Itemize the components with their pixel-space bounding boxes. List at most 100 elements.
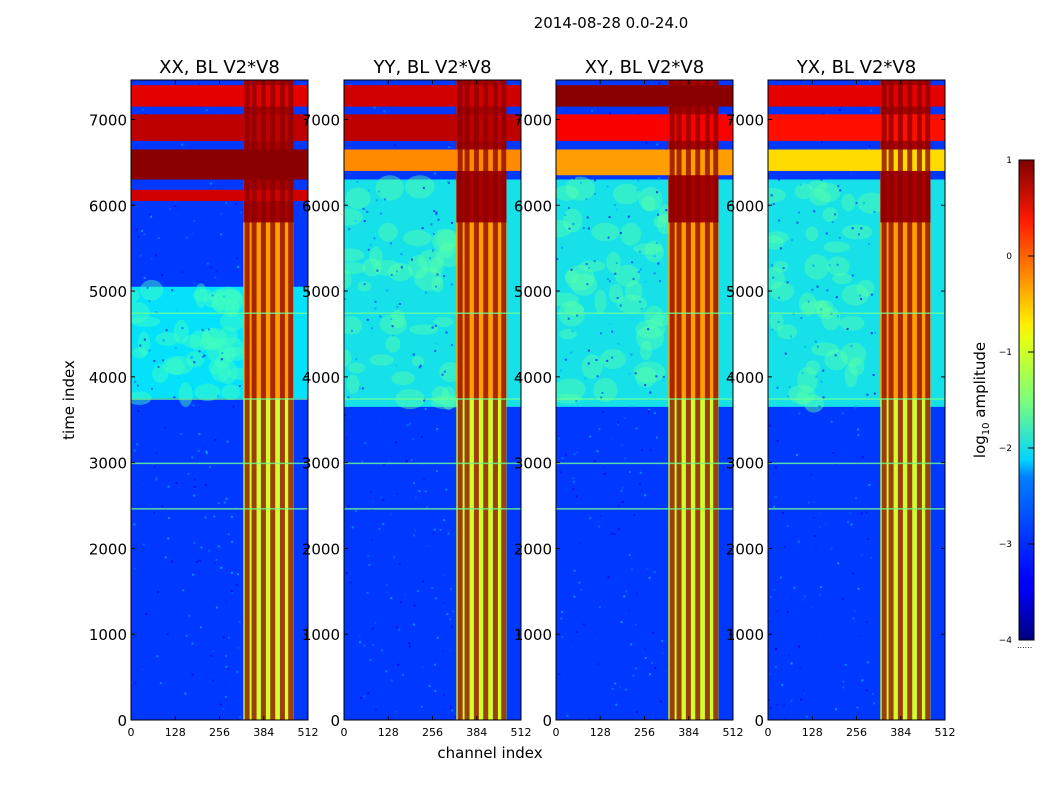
heatmap-noise [398,628,401,631]
heatmap-noise [566,714,569,717]
heatmap-noise [442,693,445,696]
heatmap-noise [635,427,638,430]
heatmap-texture-blob [131,288,140,303]
heatmap-texture-blob [841,284,869,306]
heatmap-noise [831,623,834,626]
heatmap-noise [192,573,195,576]
heatmap-noise [209,466,212,469]
heatmap-noise [607,576,610,579]
heatmap-texture-blob [794,183,814,200]
heatmap-noise [790,596,793,599]
heatmap-noise [637,270,640,273]
heatmap-noise [137,410,140,413]
heatmap-noise [155,476,158,479]
colorbar: 1 0 −1 −2 −3 −4 log10 amplitude ...... [971,156,1035,650]
heatmap-texture-blob [210,360,231,382]
heatmap-noise [774,496,777,499]
heatmap-texture-blob [407,255,429,279]
heatmap-bright-column [492,80,498,720]
heatmap-texture-blob [824,349,848,371]
heatmap-texture-blob [773,260,789,273]
heatmap-noise [818,405,821,408]
heatmap-texture-blob [600,349,626,369]
heatmap-noise [644,280,647,283]
heatmap-noise [366,318,369,321]
heatmap-noise [373,237,376,240]
heatmap-image-4 [768,80,945,720]
heatmap-noise [198,83,201,86]
heatmap-noise [225,201,228,204]
heatmap-texture-blob [562,208,583,233]
heatmap-noise [578,632,581,635]
heatmap-texture-blob [344,208,363,226]
heatmap-noise [656,143,659,146]
heatmap-noise [657,213,660,216]
heatmap-noise [807,300,810,303]
heatmap-texture-blob [390,309,406,328]
heatmap-noise [385,584,388,587]
heatmap-noise [359,696,362,699]
heatmap-noise [615,208,618,211]
heatmap-noise [588,267,591,270]
heatmap-noise [861,679,864,682]
heatmap-noise [820,141,823,144]
heatmap-noise [658,82,661,85]
heatmap-noise [436,273,439,276]
heatmap-noise [617,342,620,345]
heatmap-noise [367,189,370,192]
heatmap-noise [134,681,137,684]
heatmap-noise [393,448,396,451]
heatmap-noise [344,297,347,300]
heatmap-noise [779,570,782,573]
heatmap-noise [582,227,585,230]
heatmap-noise [227,636,230,639]
heatmap-texture-blob [809,189,832,206]
heatmap-texture-blob [204,293,218,308]
heatmap-noise [451,343,454,346]
heatmap-bright-column [669,80,675,720]
heatmap-noise [573,595,576,598]
heatmap-noise [168,517,171,520]
heatmap-noise [423,399,426,402]
heatmap-noise [639,471,642,474]
heatmap-texture-blob [221,289,241,305]
heatmap-texture-blob [633,243,663,255]
heatmap-noise [390,679,393,682]
heatmap-noise [205,450,208,453]
heatmap-noise [599,515,602,518]
heatmap-noise [451,625,454,628]
heatmap-noise [665,209,668,212]
heatmap-noise [568,206,571,209]
heatmap-noise [431,586,434,589]
heatmap-noise [393,556,396,559]
heatmap-noise [564,358,567,361]
y-tick-label: 4000 [726,369,764,387]
heatmap-noise [362,207,365,210]
heatmap-noise [408,645,411,648]
heatmap-noise [359,641,362,644]
heatmap-noise [239,716,242,719]
x-tick-label: 512 [723,726,744,739]
heatmap-noise [157,237,160,240]
heatmap-noise [434,689,437,692]
heatmap-noise [628,553,631,556]
heatmap-noise [870,109,873,112]
heatmap-noise [565,109,568,112]
heatmap-noise [865,621,868,624]
heatmap-noise [586,216,589,219]
heatmap-noise [816,285,819,288]
heatmap-noise [811,606,814,609]
heatmap-texture-blob [559,329,577,340]
heatmap-noise [365,455,368,458]
heatmap-noise [570,351,573,354]
heatmap-texture-blob [635,366,657,388]
heatmap-noise [369,243,372,246]
y-tick-label: 4000 [514,369,552,387]
x-tick-label: 0 [341,726,348,739]
heatmap-noise [814,535,817,538]
heatmap-noise [813,501,816,504]
heatmap-bright-column [457,80,463,720]
heatmap-noise [376,269,379,272]
heatmap-noise [210,266,213,269]
heatmap-noise [855,201,858,204]
